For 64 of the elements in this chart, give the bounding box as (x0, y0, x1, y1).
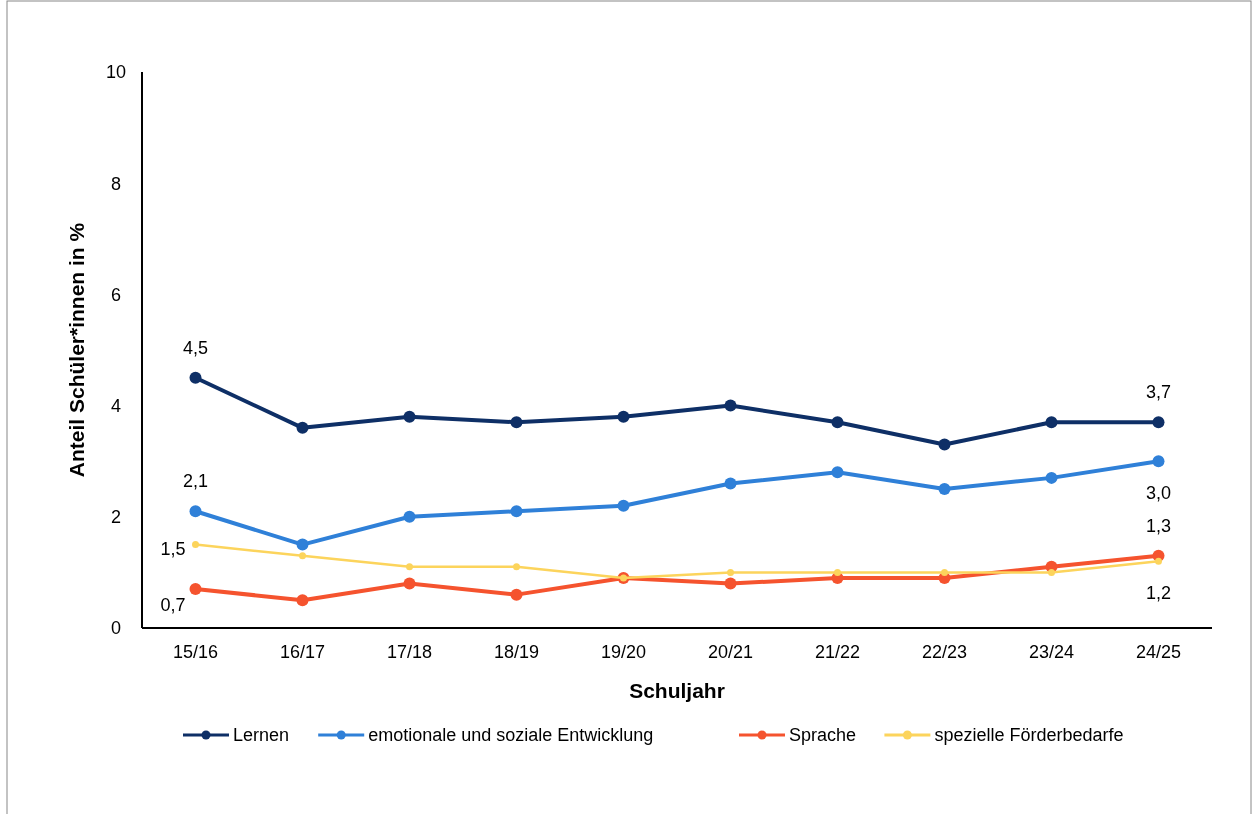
y-tick-label: 0 (110, 618, 122, 639)
point (724, 577, 737, 590)
x-tick-label: 22/23 (921, 642, 968, 662)
data-label: 0,7 (160, 595, 186, 616)
data-label: 3,0 (1145, 483, 1172, 504)
point (510, 588, 523, 601)
data-label: 2,1 (182, 471, 209, 492)
legend-label: Lernen (233, 725, 290, 746)
point (941, 568, 948, 576)
point (1155, 557, 1162, 565)
point (1152, 455, 1165, 468)
point (403, 410, 416, 423)
x-tick-label: 21/22 (814, 642, 861, 662)
point (1045, 471, 1058, 484)
point (189, 371, 202, 384)
y-tick-label: 4 (110, 395, 122, 416)
point (296, 421, 309, 434)
point (938, 438, 951, 451)
point (727, 568, 734, 576)
legend-label: spezielle Förderbedarfe (934, 725, 1124, 746)
y-tick-label: 2 (110, 507, 122, 528)
x-tick-label: 20/21 (707, 642, 754, 662)
point (834, 568, 841, 576)
x-tick-label: 15/16 (172, 642, 219, 662)
point (831, 416, 844, 429)
point (510, 505, 523, 518)
point (403, 577, 416, 590)
point (189, 505, 202, 518)
x-tick-label: 23/24 (1028, 642, 1075, 662)
data-label: 1,5 (160, 538, 186, 559)
point (510, 416, 523, 429)
y-tick-label: 10 (105, 62, 127, 83)
point (724, 399, 737, 412)
point (617, 499, 630, 512)
data-label: 4,5 (182, 337, 209, 358)
x-tick-label: 17/18 (386, 642, 433, 662)
point (1048, 568, 1055, 576)
point (513, 563, 520, 571)
point (617, 410, 630, 423)
point (831, 466, 844, 479)
y-tick-label: 8 (110, 173, 122, 194)
point (296, 538, 309, 551)
x-axis-title: Schuljahr (629, 679, 725, 702)
point (938, 483, 951, 495)
point (724, 477, 737, 490)
x-tick-label: 24/25 (1135, 642, 1182, 662)
point (403, 510, 416, 523)
x-tick-label: 19/20 (600, 642, 647, 662)
point (1045, 416, 1058, 429)
y-axis-title: Anteil Schüler*innen in % (65, 222, 88, 478)
x-tick-label: 18/19 (493, 642, 540, 662)
legend-label: emotionale und soziale Entwicklung (368, 725, 654, 746)
point (299, 552, 306, 560)
point (296, 594, 309, 607)
point (1152, 416, 1165, 429)
x-tick-label: 16/17 (279, 642, 326, 662)
legend-label: Sprache (789, 725, 857, 746)
data-label: 1,3 (1145, 515, 1172, 536)
y-tick-label: 6 (110, 284, 122, 305)
point (406, 563, 413, 571)
point (192, 541, 199, 549)
data-label: 1,2 (1145, 583, 1172, 604)
point (189, 583, 202, 596)
data-label: 3,7 (1145, 382, 1172, 403)
